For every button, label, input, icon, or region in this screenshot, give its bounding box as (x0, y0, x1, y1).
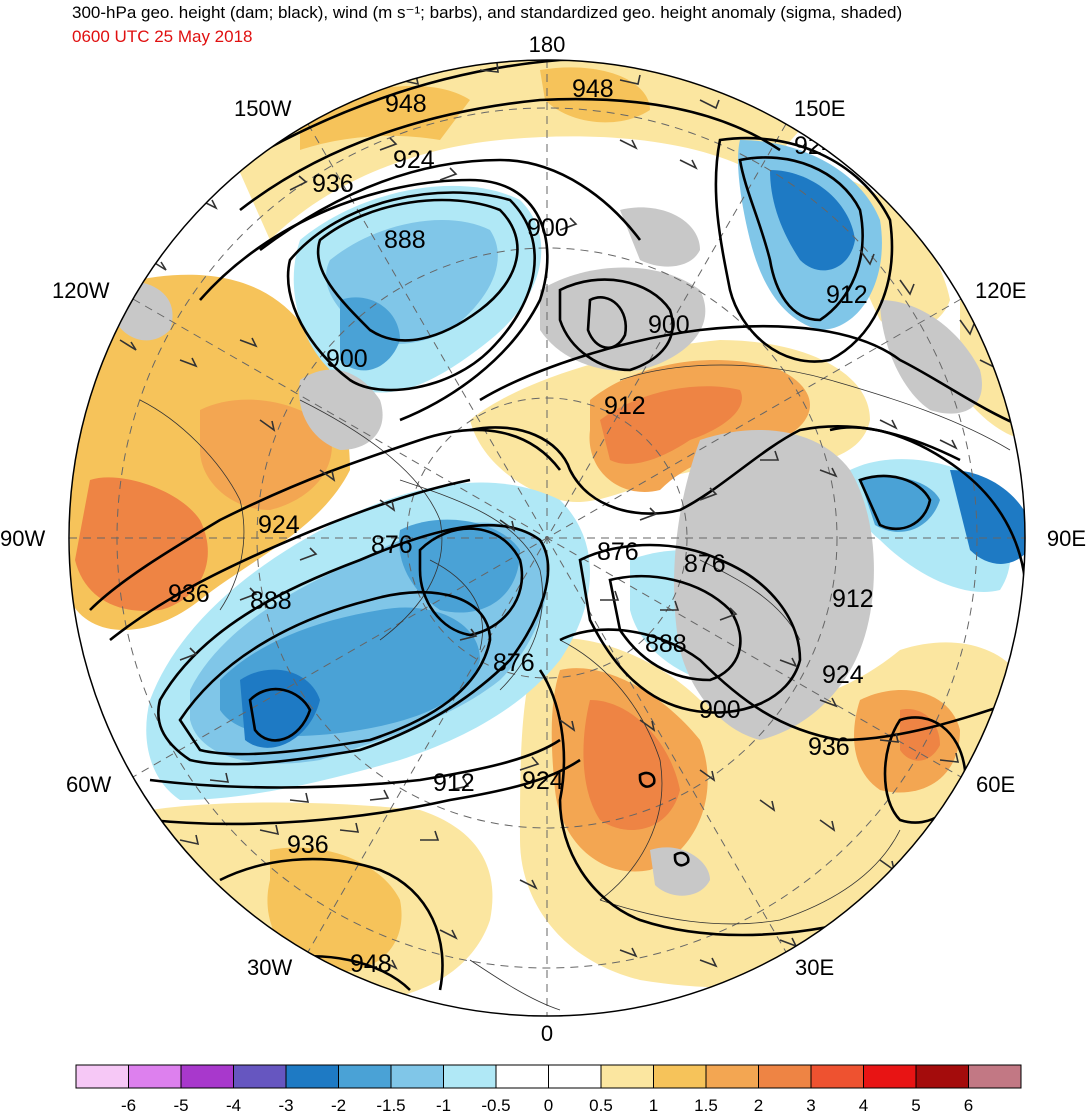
contour-label: 888 (645, 630, 687, 658)
height-contours (89, 60, 1025, 991)
contour-label: 936 (808, 733, 850, 761)
longitude-labels: 180 0 90W 90E 150W 120W 150E 120E 60W 30… (0, 32, 1086, 1046)
contour-label: 876 (371, 531, 413, 559)
contour-label: 924 (258, 511, 300, 539)
contour-label: 948 (385, 90, 427, 118)
contour-label: 924 (794, 132, 836, 160)
contour-label: 876 (493, 649, 535, 677)
contour-label: 936 (168, 580, 210, 608)
colorbar-tick-label: 2 (754, 1096, 763, 1112)
chart-title: 300-hPa geo. height (dam; black), wind (… (72, 3, 903, 22)
colorbar-tick-label: 3 (806, 1096, 815, 1112)
map-boundary (68, 59, 1026, 1017)
colorbar-tick-label: 5 (911, 1096, 920, 1112)
contour-label: 900 (699, 696, 741, 724)
colorbar-swatch (75, 1064, 129, 1089)
contour-label: 924 (522, 767, 564, 795)
contour-label: 948 (572, 75, 614, 103)
graticule (69, 60, 1025, 1016)
colorbar-tick-label: 4 (859, 1096, 868, 1112)
colorbar-tick-label: 1 (649, 1096, 658, 1112)
colorbar-swatch (548, 1064, 602, 1089)
contour-label: 924 (822, 661, 864, 689)
contour-label: 900 (527, 214, 569, 242)
colorbar-tick-label: 1.5 (694, 1096, 718, 1112)
contour-label: 900 (648, 311, 690, 339)
lon-label-150e: 150E (794, 96, 845, 121)
colorbar: -6 -5 -4 -3 -2 -1.5 -1 -0.5 0 0.5 1 1.5 2 3 4 5 6 (75, 1064, 1022, 1112)
lon-label-30w: 30W (247, 955, 292, 980)
colorbar-swatch (863, 1064, 917, 1089)
valid-time: 0600 UTC 25 May 2018 (72, 27, 253, 46)
colorbar-tick-label: -0.5 (481, 1096, 510, 1112)
contour-label: 948 (350, 950, 392, 978)
lon-label-150w: 150W (234, 96, 292, 121)
contour-label: 912 (832, 585, 874, 613)
contour-label: 936 (312, 170, 354, 198)
colorbar-swatch (915, 1064, 969, 1089)
contour-label: 936 (287, 831, 329, 859)
contour-label: 900 (326, 345, 368, 373)
contour-label: 888 (250, 587, 292, 615)
contour-label: 876 (597, 538, 639, 566)
colorbar-tick-label: 6 (964, 1096, 973, 1112)
colorbar-tick-label: -2 (331, 1096, 346, 1112)
lon-label-0: 0 (541, 1021, 553, 1046)
map-disk: 948 948 924 936 888 900 924 912 900 900 … (69, 60, 1025, 1016)
coastlines (139, 364, 1011, 1011)
colorbar-tick-label: -3 (278, 1096, 293, 1112)
colorbar-swatch (285, 1064, 339, 1089)
lon-label-60w: 60W (66, 772, 111, 797)
lon-label-120e: 120E (975, 278, 1026, 303)
colorbar-swatch (390, 1064, 444, 1089)
lon-label-30e: 30E (795, 955, 834, 980)
lon-label-90w: 90W (0, 526, 45, 551)
contour-label: 888 (384, 226, 426, 254)
colorbar-swatch (128, 1064, 182, 1089)
colorbar-swatch (810, 1064, 864, 1089)
colorbar-tick-label: -5 (173, 1096, 188, 1112)
contour-label: 924 (393, 146, 435, 174)
colorbar-swatch (443, 1064, 497, 1089)
colorbar-swatch (495, 1064, 549, 1089)
colorbar-swatch (180, 1064, 234, 1089)
colorbar-tick-label: -6 (121, 1096, 136, 1112)
lon-label-60e: 60E (976, 772, 1015, 797)
contour-label: 912 (604, 392, 646, 420)
contour-label: 912 (826, 281, 868, 309)
lon-label-180: 180 (529, 32, 566, 57)
colorbar-swatch (600, 1064, 654, 1089)
colorbar-swatch (968, 1064, 1022, 1089)
colorbar-swatch (705, 1064, 759, 1089)
colorbar-tick-label: -1 (436, 1096, 451, 1112)
colorbar-tick-label: -4 (226, 1096, 241, 1112)
contour-label: 912 (433, 769, 475, 797)
contour-labels: 948 948 924 936 888 900 924 912 900 900 … (168, 75, 874, 978)
colorbar-swatch (758, 1064, 812, 1089)
contour-label: 876 (684, 550, 726, 578)
colorbar-tick-label: 0 (544, 1096, 553, 1112)
colorbar-swatch (653, 1064, 707, 1089)
colorbar-tick-label: -1.5 (376, 1096, 405, 1112)
colorbar-tick-label: 0.5 (589, 1096, 613, 1112)
colorbar-swatch (233, 1064, 287, 1089)
lon-label-90e: 90E (1047, 526, 1086, 551)
lon-label-120w: 120W (52, 278, 110, 303)
colorbar-swatch (338, 1064, 392, 1089)
